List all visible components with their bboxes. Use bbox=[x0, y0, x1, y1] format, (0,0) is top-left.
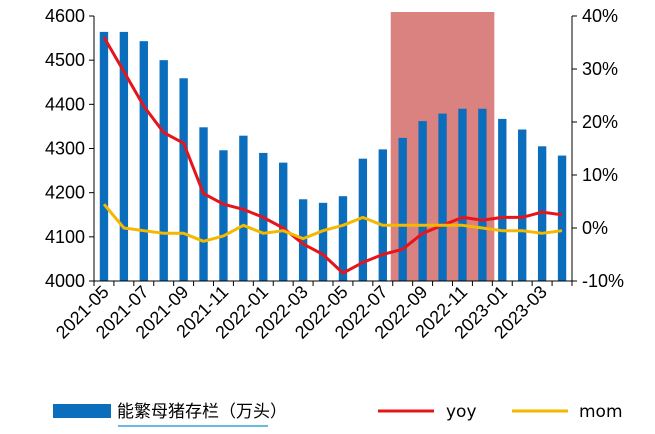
left-tick-label: 4200 bbox=[45, 183, 85, 203]
left-tick-label: 4100 bbox=[45, 227, 85, 247]
bar-2022-03 bbox=[298, 199, 308, 281]
right-tick-label: 20% bbox=[582, 112, 618, 132]
bar-2021-05 bbox=[99, 31, 109, 282]
left-tick-label: 4600 bbox=[45, 6, 85, 26]
bar-2022-10 bbox=[438, 113, 447, 281]
bar-2021-10 bbox=[199, 127, 208, 281]
bar-2021-07 bbox=[139, 41, 148, 281]
bar-2022-11 bbox=[458, 108, 467, 281]
left-tick-label: 4400 bbox=[45, 94, 85, 114]
bar-2022-09 bbox=[418, 121, 427, 281]
legend-yoy-label: yoy bbox=[446, 402, 477, 422]
bar-2021-08 bbox=[159, 60, 168, 281]
left-tick-label: 4300 bbox=[45, 139, 85, 159]
right-tick-label: 30% bbox=[582, 59, 618, 79]
bar-2022-12 bbox=[478, 108, 487, 281]
right-tick-label: -10% bbox=[582, 271, 624, 291]
bar-2022-08 bbox=[398, 137, 407, 281]
bar-2021-11 bbox=[219, 150, 228, 281]
yoy-line bbox=[102, 36, 563, 275]
bar-2023-03 bbox=[537, 146, 547, 281]
right-tick-label: 0% bbox=[582, 218, 608, 238]
right-tick-label: 40% bbox=[582, 6, 618, 26]
right-tick-label: 10% bbox=[582, 165, 618, 185]
bar-2022-04 bbox=[318, 202, 328, 281]
bar-2023-01 bbox=[498, 118, 507, 282]
legend-mom-label: mom bbox=[579, 402, 623, 422]
mom-line bbox=[102, 203, 563, 243]
bar-2022-05 bbox=[338, 196, 348, 281]
bar-2023-02 bbox=[518, 129, 527, 281]
left-tick-label: 4000 bbox=[45, 271, 85, 291]
bar-2021-09 bbox=[179, 78, 188, 282]
left-tick-label: 4500 bbox=[45, 50, 85, 70]
legend-bar-swatch bbox=[53, 404, 111, 418]
bar-2022-02 bbox=[279, 162, 288, 281]
legend-bar-label: 能繁母猪存栏（万头） bbox=[117, 402, 287, 422]
bar-2022-06 bbox=[358, 158, 368, 281]
bar-2021-06 bbox=[119, 31, 129, 282]
bar-2023-04 bbox=[557, 155, 567, 281]
bar-2022-07 bbox=[378, 149, 387, 281]
